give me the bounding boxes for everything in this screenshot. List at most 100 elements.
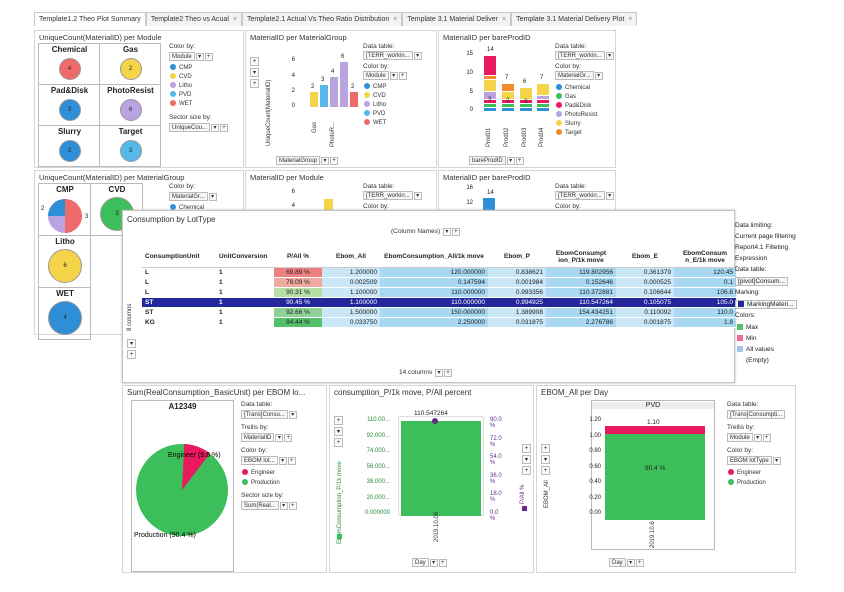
bar-segment[interactable]	[502, 107, 514, 111]
bar-segment[interactable]	[484, 107, 496, 111]
chevron-down-icon[interactable]: ▾	[413, 192, 422, 200]
pie-slice-engineer[interactable]	[182, 444, 210, 490]
plus-icon[interactable]: +	[250, 79, 259, 88]
size-by-dropdown[interactable]: UniqueCou...	[169, 123, 211, 132]
bar[interactable]	[340, 62, 348, 107]
pie-circle[interactable]: 6	[48, 249, 82, 283]
chevron-down-icon[interactable]: ▾	[288, 411, 297, 419]
bar-segment[interactable]	[537, 107, 549, 111]
color-by-dropdown[interactable]: MaterialGr...	[555, 71, 594, 80]
chevron-down-icon[interactable]: ▾	[278, 457, 287, 465]
trellis-dropdown[interactable]: Module	[727, 433, 753, 442]
plus-icon[interactable]: +	[444, 369, 453, 377]
chevron-down-icon[interactable]: ▾	[522, 455, 531, 464]
data-table-dropdown[interactable]: [TERR_workin...	[363, 191, 413, 200]
plus-icon[interactable]: +	[204, 53, 213, 61]
chevron-down-icon[interactable]: ▾	[195, 53, 204, 61]
bar-segment[interactable]	[537, 99, 549, 103]
chevron-down-icon[interactable]: ▾	[334, 427, 343, 436]
close-icon[interactable]: ×	[628, 16, 633, 23]
chevron-down-icon[interactable]: ▾	[435, 369, 444, 377]
plus-icon[interactable]: +	[398, 72, 407, 80]
chevron-down-icon[interactable]: ▾	[429, 559, 438, 567]
plus-icon[interactable]: +	[515, 157, 524, 165]
pie-circle[interactable]: 3	[58, 99, 81, 121]
table-row[interactable]: L 1 90.31 % 1.100000 110.000000 0.993356 110.3…	[142, 287, 736, 298]
pie-circle[interactable]: 6	[119, 99, 142, 121]
bar-segment[interactable]	[484, 79, 496, 91]
table-row[interactable]: L 1 69.89 % 1.200000 120.000000 0.838621 119.8…	[142, 267, 736, 278]
bar[interactable]	[483, 198, 495, 213]
chevron-down-icon[interactable]: ▾	[389, 72, 398, 80]
plus-icon[interactable]: +	[287, 457, 296, 465]
tab-ratio-distribution[interactable]: Template2.1 Actual Vs Theo Ratio Distrib…	[242, 12, 403, 26]
column-header[interactable]: Ebom_P	[488, 247, 546, 268]
line-marker[interactable]	[432, 418, 438, 424]
bar-segment[interactable]	[520, 87, 532, 99]
chevron-down-icon[interactable]: ▾	[442, 228, 451, 236]
bar-segment[interactable]	[502, 99, 514, 103]
column-header[interactable]: P/All %	[274, 247, 322, 268]
pie-circle[interactable]: 3	[119, 140, 142, 162]
bar-segment[interactable]	[484, 55, 496, 75]
chevron-down-icon[interactable]: ▾	[605, 52, 614, 60]
close-icon[interactable]: ×	[393, 16, 398, 23]
chevron-down-icon[interactable]: ▾	[772, 457, 781, 465]
plus-icon[interactable]: +	[541, 444, 550, 453]
plus-icon[interactable]: +	[522, 466, 531, 475]
bar[interactable]	[330, 77, 338, 107]
color-by-dropdown[interactable]: EBOM lotType	[727, 456, 772, 465]
chevron-down-icon[interactable]: ▾	[275, 434, 284, 442]
bar[interactable]	[350, 92, 358, 107]
bar-segment[interactable]	[484, 103, 496, 107]
bar-segment[interactable]	[520, 103, 532, 107]
plus-icon[interactable]: +	[330, 157, 339, 165]
table-row[interactable]: L 1 79.09 % 0.002509 0.147594 0.001984 0.15264…	[142, 277, 736, 288]
close-icon[interactable]: ×	[232, 16, 237, 23]
x-axis-dropdown[interactable]: Day	[412, 558, 429, 567]
column-header[interactable]: EbomConsumption_All/1k move	[380, 247, 488, 268]
plus-icon[interactable]: +	[250, 57, 259, 66]
data-table-dropdown[interactable]: [TERR_workin...	[555, 51, 605, 60]
plus-icon[interactable]: +	[288, 502, 297, 510]
chevron-down-icon[interactable]: ▾	[753, 434, 762, 442]
close-icon[interactable]: ×	[502, 16, 507, 23]
bar[interactable]	[310, 92, 318, 107]
bar[interactable]	[401, 421, 481, 516]
chevron-down-icon[interactable]: ▾	[279, 502, 288, 510]
bar-segment[interactable]	[537, 83, 549, 95]
bar-engineer[interactable]	[605, 426, 705, 434]
chevron-down-icon[interactable]: ▾	[594, 72, 603, 80]
bar-production[interactable]	[605, 434, 705, 520]
plus-icon[interactable]: +	[541, 466, 550, 475]
bar-segment[interactable]	[537, 103, 549, 107]
bar-segment[interactable]	[537, 95, 549, 99]
color-by-dropdown[interactable]: EBOM lot...	[241, 456, 278, 465]
bar-segment[interactable]	[502, 91, 514, 99]
chevron-down-icon[interactable]: ▾	[211, 124, 220, 132]
pie-chart[interactable]	[45, 196, 85, 236]
chevron-down-icon[interactable]: ▾	[413, 52, 422, 60]
chevron-down-icon[interactable]: ▾	[506, 157, 515, 165]
side-item[interactable]: MarkingMateri...	[735, 300, 797, 309]
plus-icon[interactable]: +	[438, 559, 447, 567]
pie-chart[interactable]: Engineer (9.6 %) Production (90.4 %)	[132, 413, 233, 571]
tab-material-delivery-plot[interactable]: Template 3.1 Material Delivery Plot ×	[511, 12, 638, 26]
bar[interactable]	[324, 199, 333, 213]
pie-circle[interactable]: 2	[119, 58, 142, 80]
pie-circle[interactable]: 2	[58, 140, 81, 162]
table-row[interactable]: KG 1 94.44 % 0.033750 2.250000 0.031875 2.2767…	[142, 317, 736, 328]
plus-icon[interactable]: +	[451, 228, 460, 236]
column-header[interactable]: UnitConversion	[216, 247, 274, 268]
table-row[interactable]: ST 1 92.66 % 1.500000 150.000000 1.389908 154.…	[142, 307, 736, 318]
column-header[interactable]: EbomConsum n_E/1k move	[674, 247, 736, 268]
pie-circle[interactable]: 4	[58, 58, 81, 80]
color-by-dropdown[interactable]: Module	[363, 71, 389, 80]
tab-theo-vs-acual[interactable]: Template2 Theo vs Acual ×	[145, 12, 242, 26]
size-by-dropdown[interactable]: Sum(Real...	[241, 501, 279, 510]
x-axis-dropdown[interactable]: bareProdID	[469, 156, 506, 165]
plus-icon[interactable]: +	[334, 416, 343, 425]
bar-segment[interactable]	[484, 91, 496, 99]
chevron-down-icon[interactable]: ▾	[605, 192, 614, 200]
plus-icon[interactable]: +	[127, 350, 136, 359]
